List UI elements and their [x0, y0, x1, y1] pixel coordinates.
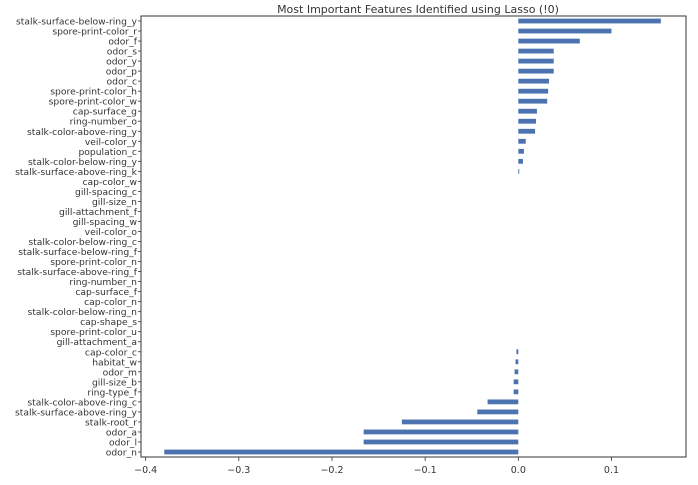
y-tick-label: gill-attachment_f [59, 207, 138, 218]
plot-frame [140, 15, 687, 458]
y-tick-label: stalk-root_r [85, 417, 137, 428]
y-tick-label: gill-size_n [92, 197, 137, 208]
y-tick-label: cap-surface_f [75, 287, 137, 298]
y-tick-label: veil-color_o [85, 227, 138, 238]
y-tick-label: odor_c [107, 77, 138, 88]
bar [516, 349, 519, 355]
bar [518, 78, 550, 84]
y-tick-label: gill-attachment_a [57, 337, 137, 348]
bar [518, 38, 580, 44]
bars-layer [164, 18, 661, 455]
bar [401, 419, 519, 425]
bar [164, 449, 519, 455]
y-tick-label: gill-spacing_w [73, 217, 138, 228]
bar [518, 68, 554, 74]
y-tick-label: gill-size_b [92, 377, 137, 388]
y-tick-label: cap-surface_g [73, 107, 137, 118]
bar [518, 48, 554, 54]
y-tick-label: odor_a [106, 427, 137, 438]
x-tick-label: 0.1 [604, 465, 619, 476]
bar [518, 98, 548, 104]
y-tick-label: odor_p [106, 67, 137, 78]
y-tick-label: gill-spacing_c [75, 187, 137, 198]
bar [518, 58, 554, 64]
bar [518, 108, 537, 114]
y-tick-label: cap-shape_s [80, 317, 137, 328]
bar [518, 18, 661, 24]
x-axis: −0.4 −0.3 −0.2 −0.1 0.0 0.1 [134, 457, 619, 476]
x-tick-label: −0.4 [134, 465, 157, 476]
y-tick-label: stalk-color-below-ring_y [28, 157, 138, 168]
y-tick-label: stalk-surface-below-ring_y [16, 17, 138, 28]
x-tick-label: −0.2 [320, 465, 343, 476]
y-tick-label: spore-print-color_n [50, 257, 137, 268]
bar [518, 148, 524, 154]
y-tick-label: stalk-color-above-ring_c [27, 397, 137, 408]
bar [518, 118, 537, 124]
bar [518, 88, 549, 94]
bar [518, 158, 523, 164]
y-tick-label: odor_y [106, 57, 137, 68]
y-tick-label: stalk-surface-above-ring_y [15, 407, 138, 418]
chart-title: Most Important Features Identified using… [277, 3, 559, 16]
y-tick-label: population_c [78, 147, 137, 158]
bar [518, 138, 526, 144]
y-tick-label: stalk-surface-above-ring_k [15, 167, 138, 178]
x-tick-label: −0.3 [227, 465, 250, 476]
bar [518, 28, 612, 34]
y-tick-label: odor_l [109, 437, 137, 448]
y-tick-label: odor_s [107, 47, 137, 58]
bar [514, 369, 519, 375]
y-tick-label: spore-print-color_r [52, 27, 137, 38]
y-tick-label: ring-number_n [69, 277, 137, 288]
y-tick-label: spore-print-color_w [49, 97, 138, 108]
y-tick-label: veil-color_y [85, 137, 138, 148]
y-tick-label: spore-print-color_u [50, 327, 137, 338]
bar [513, 379, 519, 385]
y-tick-label: stalk-surface-above-ring_f [17, 267, 138, 278]
y-tick-label: ring-number_o [70, 117, 138, 128]
bar [477, 409, 519, 415]
y-tick-label: cap-color_c [85, 347, 137, 358]
bar [513, 389, 519, 395]
x-tick-label: 0.0 [511, 465, 526, 476]
y-tick-label: odor_m [103, 367, 137, 378]
y-tick-labels: stalk-surface-below-ring_yspore-print-co… [15, 17, 141, 459]
bar [487, 399, 519, 405]
bar [515, 359, 519, 365]
y-tick-label: cap-color_w [82, 177, 137, 188]
y-tick-label: stalk-surface-below-ring_f [18, 247, 138, 258]
y-tick-label: ring-type_f [87, 387, 137, 398]
y-tick-label: stalk-color-above-ring_y [27, 127, 138, 138]
y-tick-label: stalk-color-below-ring_n [28, 307, 138, 318]
y-tick-label: habitat_w [92, 357, 137, 368]
y-tick-label: odor_f [108, 37, 137, 48]
bar [363, 429, 519, 435]
bar [363, 439, 519, 445]
x-tick-label: −0.1 [414, 465, 437, 476]
bar [518, 168, 520, 174]
bar [518, 128, 536, 134]
y-tick-label: spore-print-color_h [50, 87, 137, 98]
y-tick-label: odor_n [106, 448, 137, 459]
y-tick-label: stalk-color-below-ring_c [28, 237, 137, 248]
y-tick-label: cap-color_n [84, 297, 137, 308]
